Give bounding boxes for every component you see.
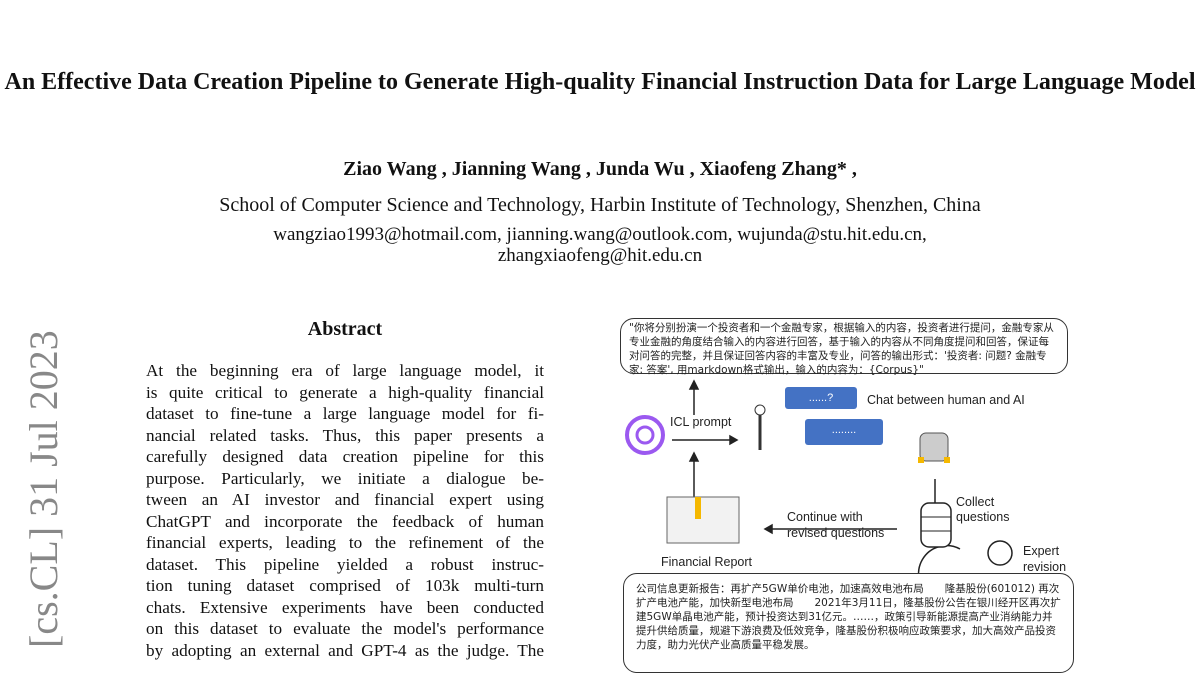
bubble-answer: ........ (805, 419, 883, 445)
abstract-line: nancial related tasks. Thus, this paper … (146, 425, 544, 445)
abstract-line: tion tuning dataset comprised of 103k mu… (146, 576, 544, 595)
prompt-box: "你将分别扮演一个投资者和一个金融专家，根据输入的内容，投资者进行提问，金融专家… (620, 318, 1068, 376)
abstract-heading: Abstract (307, 318, 383, 340)
chat-label: Chat between human and AI (867, 393, 1025, 407)
emails-line-2: zhangxiaofeng@hit.edu.cn (497, 245, 703, 266)
continue-label: Continue with revised questions (787, 510, 885, 540)
abstract-line: by adopting an external and GPT-4 as the… (146, 640, 544, 660)
report-box: 公司信息更新报告：再扩产5GW单价电池，加速高效电池布局 隆基股份(601012… (623, 573, 1074, 673)
database-icon (920, 502, 952, 548)
abstract-line: carefully designed data creation pipelin… (146, 447, 544, 466)
collect-label: Collect questions (956, 495, 1010, 524)
abstract-line: At the beginning era of large language m… (146, 361, 544, 380)
expert-head-icon (987, 540, 1013, 566)
figure-arrows (625, 379, 1013, 603)
emails: wangziao1993@hotmail.com, jianning.wang@… (0, 224, 1200, 266)
abstract-line: ChatGPT and incorporate the feedback of … (146, 511, 544, 531)
arxiv-stamp: [cs.CL] 31 Jul 2023 (21, 330, 66, 648)
paper-title: An Effective Data Creation Pipeline to G… (4, 69, 1196, 95)
emails-line-1: wangziao1993@hotmail.com, jianning.wang@… (273, 224, 927, 245)
abstract-line: on this dataset to evaluate the model's … (146, 619, 544, 638)
abstract-line: chats. Extensive experiments have been c… (146, 597, 544, 617)
affiliation: School of Computer Science and Technolog… (219, 194, 981, 216)
pipeline-figure: "你将分别扮演一个投资者和一个金融专家，根据输入的内容，投资者进行提问，金融专家… (615, 315, 1075, 673)
authors: Ziao Wang , Jianning Wang , Junda Wu , X… (343, 158, 857, 180)
abstract-line: tween an AI investor and financial exper… (146, 490, 544, 509)
robot-icon (919, 432, 949, 462)
book-icon (666, 496, 740, 544)
expert-revision-label: Expert revision (1023, 544, 1067, 574)
icl-prompt-label: ICL prompt (670, 415, 732, 429)
investor-icon (754, 404, 766, 416)
abstract-line: dataset. This pipeline yielded a robust … (146, 554, 544, 574)
abstract-line: dataset to fine-tune a large language mo… (146, 404, 544, 423)
abstract-line: financial experts, leading to the refine… (146, 533, 544, 552)
abstract-line: is quite critical to generate a high-qua… (146, 382, 544, 402)
abstract-line: purpose. Particularly, we initiate a dia… (146, 468, 544, 488)
bubble-question: ......? (785, 387, 857, 409)
abstract-body: At the beginning era of large language m… (146, 360, 544, 661)
financial-report-label: Financial Report (661, 555, 753, 569)
openai-icon (625, 415, 665, 455)
